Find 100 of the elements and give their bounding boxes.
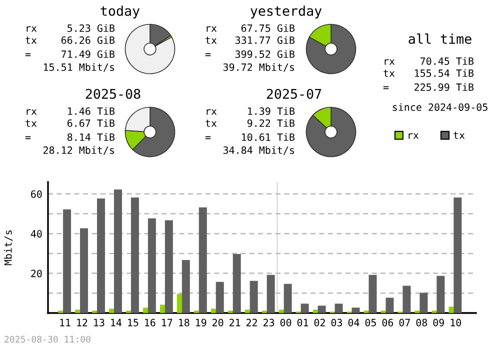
donut-slice [306,24,356,74]
x-tick-label: 00 [280,318,292,326]
legend-label: tx [454,132,465,139]
bar [210,308,216,313]
text: 10.61 TiB [242,133,295,141]
bar [454,197,462,313]
text: 28.12 Mbit/s [44,146,114,155]
donut-slice [306,106,356,158]
chart-title: today [100,6,140,18]
text: = [25,136,31,140]
bar [198,207,207,313]
text: tx [26,36,37,44]
text: 8.14 TiB [67,133,115,141]
bar [368,274,377,313]
bar [232,254,241,313]
bar [63,209,72,313]
text: 5.23 GiB [68,24,115,32]
bar [278,310,284,313]
bar [352,308,360,313]
bar [318,306,326,313]
bar [284,284,292,313]
x-tick-label: 19 [196,318,206,326]
text: 34.84 Mbit/s [223,146,294,155]
text: since 2024-09-05 [392,103,488,111]
bar [250,280,258,313]
x-tick-label: 20 [212,318,224,326]
bar [386,298,394,313]
x-tick-label: 05 [365,318,376,326]
x-tick-label: 18 [179,318,190,326]
y-tick-label: 60 [31,190,42,198]
bar [420,292,428,313]
bar [448,306,454,313]
x-tick-label: 17 [162,318,172,326]
x-tick-label: 14 [111,318,122,326]
bar [266,274,275,313]
x-tick-label: 21 [230,318,240,326]
text: 39.72 Mbit/s [223,63,294,72]
text: tx [206,120,217,127]
bar [160,304,165,313]
x-tick-label: 12 [77,318,88,326]
x-tick-label: 07 [399,318,410,326]
bar [109,308,114,313]
text: = [383,86,389,90]
bar [436,276,445,313]
bar [164,220,173,313]
x-tick-label: 09 [433,318,444,326]
bar [402,286,411,313]
text: rx [206,109,217,115]
text: 9.22 TiB [247,119,295,127]
bar [97,198,105,313]
bar [300,304,309,313]
bar [244,310,250,313]
text: 67.75 GiB [241,24,295,32]
legend-label: rx [408,133,419,139]
y-axis-title: Mbit/s [4,230,13,266]
text: all time [408,34,472,44]
x-tick-label: 02 [314,318,325,326]
text: 2025-08-30 11:00 [4,336,90,343]
y-tick-label: 20 [31,270,42,278]
text: = [25,53,31,56]
text: 1.46 TiB [68,107,115,115]
x-tick-label: 15 [128,318,138,326]
bar [176,294,182,313]
x-tick-label: 08 [416,318,428,326]
text: 66.26 GiB [61,36,115,44]
bar [182,260,190,313]
x-tick-label: 13 [94,318,104,326]
text: rx [26,26,37,32]
x-tick-label: 03 [331,318,342,326]
chart-title: 2025-07 [266,88,322,99]
bar [80,228,88,313]
chart-title: yesterday [250,6,322,18]
x-tick-label: 10 [450,318,461,326]
chart-title: 2025-08 [86,88,140,99]
x-tick-label: 06 [382,318,394,326]
x-tick-label: 16 [145,318,156,326]
text: 399.52 GiB [235,50,295,58]
bar [312,310,318,313]
y-tick-label: 40 [30,230,42,238]
x-tick-label: 23 [264,318,274,326]
bar [148,218,156,313]
text: 70.45 TiB [420,57,474,65]
text: 331.77 GiB [235,36,295,44]
text: = [205,136,211,140]
text: 1.39 TiB [248,107,295,115]
text: 155.54 TiB [415,69,474,77]
text: 6.67 TiB [67,119,115,127]
x-tick-label: 22 [246,318,257,326]
x-tick-label: 04 [348,318,360,326]
x-tick-label: 01 [297,318,308,326]
text: tx [206,36,217,44]
text: 225.99 TiB [414,83,474,91]
text: tx [384,70,395,77]
bar [334,304,343,313]
text: rx [206,26,217,32]
donut-slice [124,24,176,74]
text: rx [26,109,37,115]
bar [216,282,224,313]
text: rx [384,59,395,65]
text: 71.49 GiB [61,50,115,58]
